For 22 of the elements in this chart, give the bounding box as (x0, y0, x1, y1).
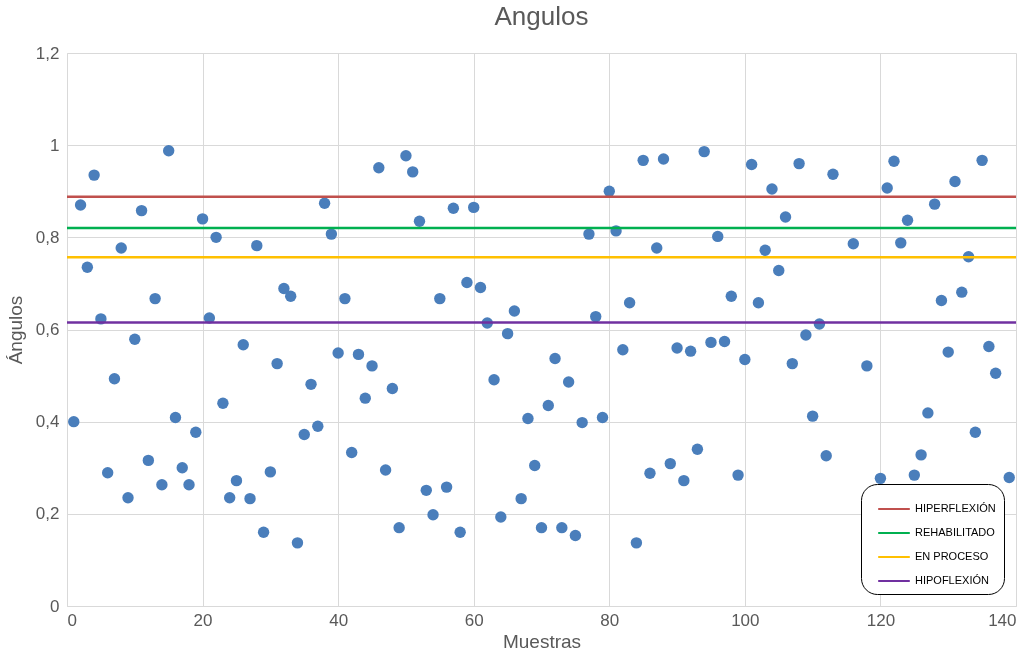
legend-label: HIPOFLEXIÓN (915, 574, 990, 586)
y-tick-label: 0,2 (35, 504, 60, 524)
y-tick-label: 0,6 (35, 320, 60, 339)
legend-label: REHABILITADO (915, 526, 996, 538)
x-tick-label: 60 (464, 610, 484, 630)
x-tick-label: 20 (193, 610, 213, 630)
y-axis-title: Ángulos (4, 295, 26, 365)
legend-label: HIPERFLEXIÓN (915, 502, 996, 514)
legend-label: EN PROCESO (915, 550, 989, 562)
y-tick-label: 1 (50, 135, 60, 155)
x-tick-label: 40 (329, 610, 349, 630)
y-tick-label: 1,2 (35, 43, 60, 63)
y-tick-label: 0,8 (35, 227, 60, 247)
x-tick-label: 120 (866, 610, 896, 630)
x-tick-label: 0 (67, 610, 77, 630)
x-axis-title: Muestras (502, 630, 582, 652)
x-tick-label: 80 (600, 610, 620, 630)
x-tick-label: 100 (731, 610, 760, 630)
y-tick-label: 0,4 (35, 412, 60, 432)
x-tick-label: 140 (988, 610, 1017, 630)
chart-title: Angulos (494, 1, 589, 31)
y-tick-label: 0 (50, 596, 60, 616)
